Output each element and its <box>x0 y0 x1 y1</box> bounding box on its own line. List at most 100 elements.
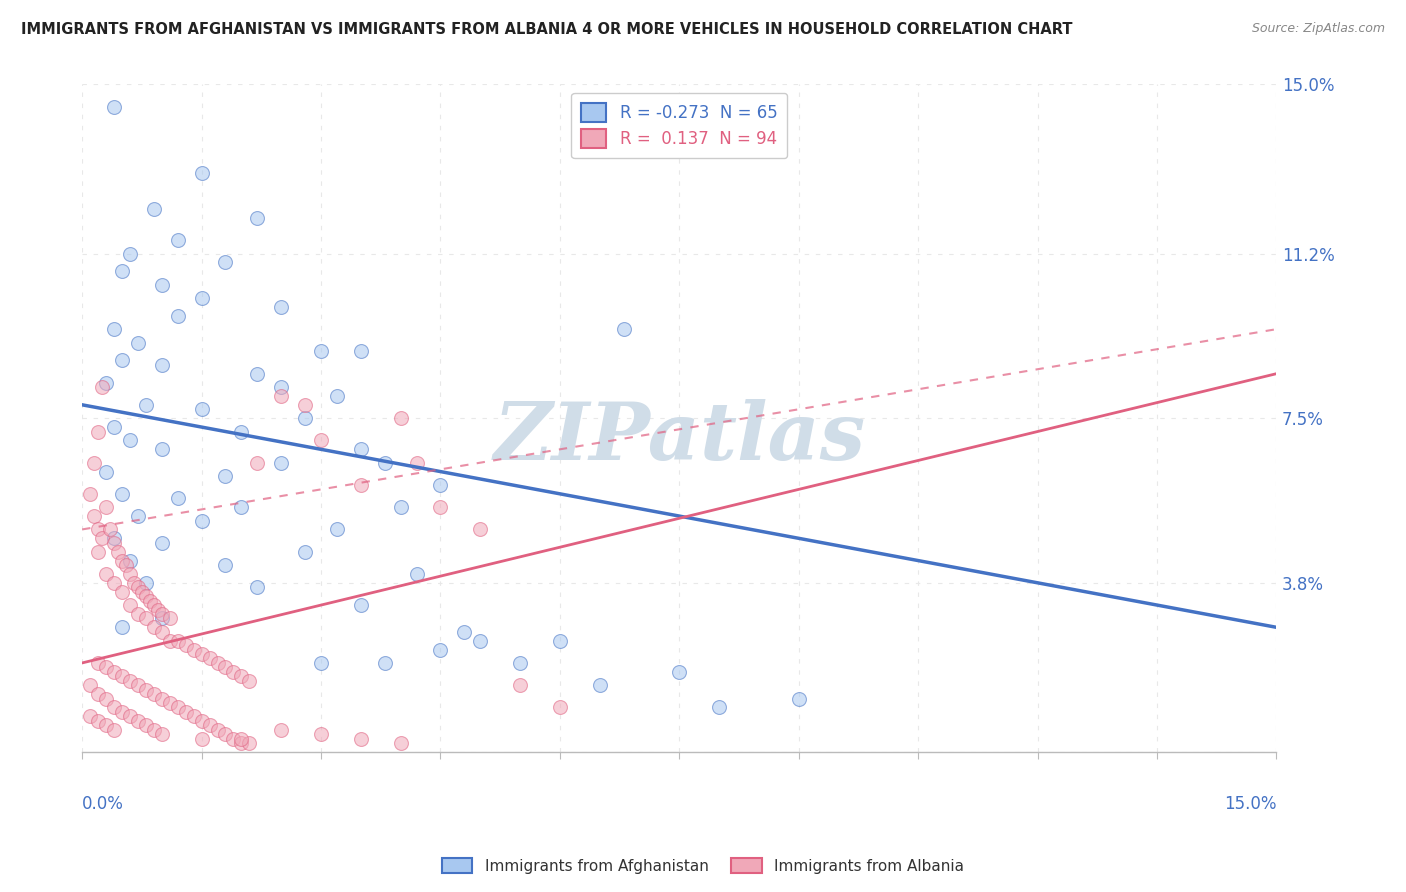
Point <box>135 575 157 590</box>
Point <box>111 705 134 719</box>
Point <box>94 376 117 390</box>
Point <box>83 456 105 470</box>
Legend: R = -0.273  N = 65, R =  0.137  N = 94: R = -0.273 N = 65, R = 0.137 N = 94 <box>571 93 787 158</box>
Point <box>190 402 212 417</box>
Point <box>103 100 125 114</box>
Point <box>87 544 110 558</box>
Point <box>107 544 129 558</box>
Point <box>214 660 236 674</box>
Point <box>326 389 349 403</box>
Point <box>87 714 110 728</box>
Point <box>98 523 121 537</box>
Point <box>159 696 181 710</box>
Point <box>198 651 221 665</box>
Point <box>118 246 141 260</box>
Point <box>118 566 141 581</box>
Point <box>142 687 165 701</box>
Point <box>111 669 134 683</box>
Point <box>150 442 173 457</box>
Point <box>350 598 373 612</box>
Point <box>150 611 173 625</box>
Point <box>214 255 236 269</box>
Point <box>150 691 173 706</box>
Point <box>135 398 157 412</box>
Point <box>374 656 396 670</box>
Point <box>87 425 110 439</box>
Point <box>103 322 125 336</box>
Point <box>111 620 134 634</box>
Point <box>127 714 149 728</box>
Point <box>238 673 260 688</box>
Point <box>122 575 145 590</box>
Point <box>150 624 173 639</box>
Point <box>207 656 229 670</box>
Point <box>270 380 292 394</box>
Point <box>222 731 245 746</box>
Point <box>166 491 188 506</box>
Point <box>509 656 531 670</box>
Point <box>94 465 117 479</box>
Point <box>111 264 134 278</box>
Point <box>429 478 451 492</box>
Point <box>405 456 427 470</box>
Point <box>389 736 412 750</box>
Point <box>118 434 141 448</box>
Point <box>150 607 173 621</box>
Point <box>103 723 125 737</box>
Point <box>214 727 236 741</box>
Point <box>142 202 165 216</box>
Point <box>214 558 236 572</box>
Point <box>548 633 571 648</box>
Point <box>159 611 181 625</box>
Point <box>111 487 134 501</box>
Point <box>309 727 332 741</box>
Point <box>429 642 451 657</box>
Point <box>389 411 412 425</box>
Point <box>142 598 165 612</box>
Text: 15.0%: 15.0% <box>1225 796 1277 814</box>
Point <box>174 638 197 652</box>
Point <box>166 309 188 323</box>
Point <box>103 665 125 679</box>
Point <box>166 700 188 714</box>
Point <box>118 598 141 612</box>
Legend: Immigrants from Afghanistan, Immigrants from Albania: Immigrants from Afghanistan, Immigrants … <box>436 852 970 880</box>
Point <box>309 656 332 670</box>
Point <box>146 602 169 616</box>
Point <box>453 624 475 639</box>
Point <box>111 353 134 368</box>
Point <box>118 553 141 567</box>
Point <box>87 523 110 537</box>
Point <box>183 709 205 723</box>
Point <box>238 736 260 750</box>
Point <box>309 344 332 359</box>
Point <box>246 456 269 470</box>
Point <box>668 665 690 679</box>
Point <box>350 344 373 359</box>
Point <box>87 656 110 670</box>
Point <box>429 500 451 515</box>
Text: Source: ZipAtlas.com: Source: ZipAtlas.com <box>1251 22 1385 36</box>
Point <box>127 607 149 621</box>
Point <box>91 380 114 394</box>
Point <box>222 665 245 679</box>
Text: 0.0%: 0.0% <box>82 796 124 814</box>
Point <box>127 509 149 524</box>
Point <box>127 678 149 692</box>
Point <box>350 731 373 746</box>
Point <box>139 593 162 607</box>
Point <box>142 723 165 737</box>
Point <box>350 442 373 457</box>
Point <box>111 553 134 567</box>
Point <box>111 584 134 599</box>
Point <box>207 723 229 737</box>
Point <box>127 335 149 350</box>
Point <box>231 736 253 750</box>
Point <box>309 434 332 448</box>
Point <box>142 620 165 634</box>
Point <box>198 718 221 732</box>
Point <box>470 633 492 648</box>
Point <box>127 580 149 594</box>
Point <box>787 691 810 706</box>
Point <box>707 700 730 714</box>
